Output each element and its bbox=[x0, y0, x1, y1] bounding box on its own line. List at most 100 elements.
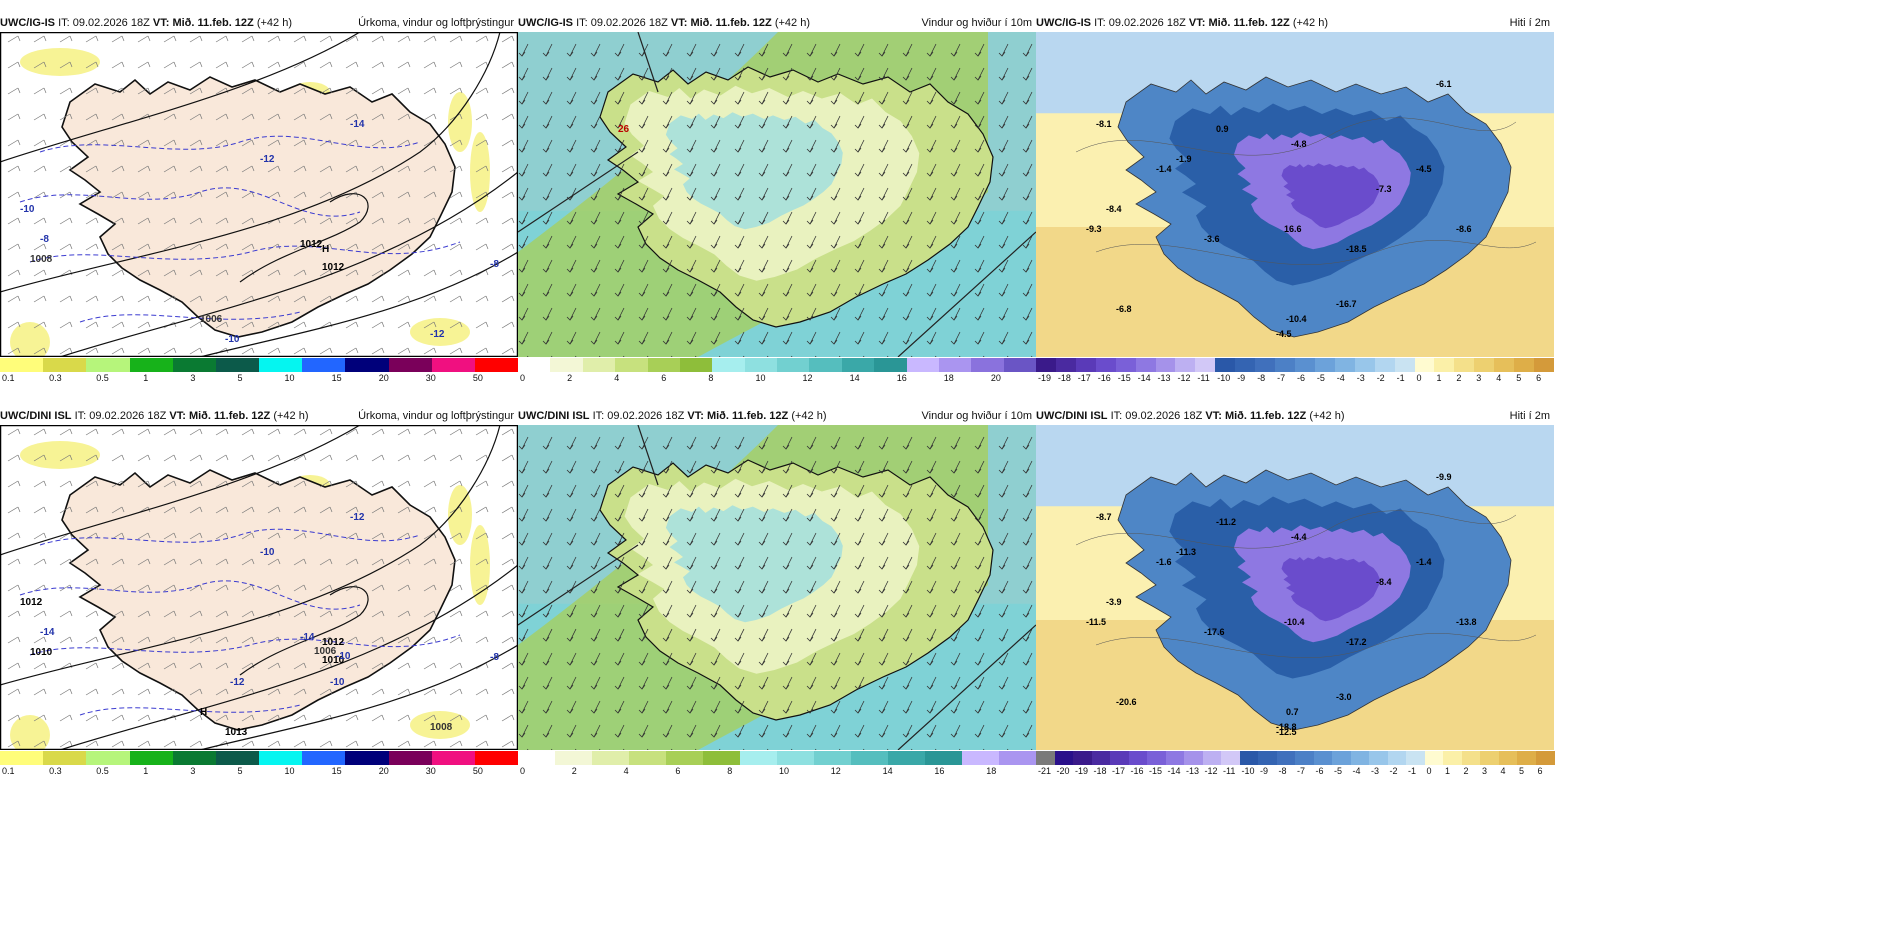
map-panel-3: UWC/IG-IS IT: 09.02.2026 18Z VT: Mið. 11… bbox=[1036, 14, 1555, 394]
map-value-label: -1.9 bbox=[1176, 154, 1192, 164]
colorbar bbox=[1036, 358, 1555, 372]
panel-title: Hiti í 2m bbox=[1509, 410, 1550, 422]
colorbar-tick-label: -14 bbox=[1167, 766, 1181, 776]
colorbar-swatch bbox=[474, 751, 519, 765]
colorbar-tick-label: 6 bbox=[1536, 373, 1542, 383]
map-value-label: -3.0 bbox=[1336, 692, 1352, 702]
colorbar-swatch bbox=[582, 358, 616, 372]
colorbar-tick-label: 3 bbox=[1482, 766, 1488, 776]
colorbar-tick-label: -11 bbox=[1197, 373, 1210, 383]
colorbar-swatch bbox=[1175, 358, 1196, 372]
valid-time: Mið. 11.feb. 12Z bbox=[1208, 17, 1290, 29]
colorbar-swatch bbox=[1202, 751, 1222, 765]
colorbar-swatch bbox=[938, 358, 972, 372]
colorbar-swatch bbox=[43, 358, 87, 372]
colorbar-tick-label: -3 bbox=[1356, 373, 1365, 383]
colorbar-swatch bbox=[809, 358, 843, 372]
colorbar-tick-label: -5 bbox=[1334, 766, 1343, 776]
map-value-label: -10 bbox=[336, 651, 351, 662]
map-value-label: 1012 bbox=[300, 239, 323, 250]
colorbar-swatch bbox=[1424, 751, 1444, 765]
map-panel-5: UWC/DINI ISL IT: 09.02.2026 18Z VT: Mið.… bbox=[518, 407, 1037, 787]
colorbar-swatch bbox=[679, 358, 713, 372]
lead-time: (+42 h) bbox=[1309, 410, 1345, 422]
init-label: IT: bbox=[74, 410, 87, 422]
panel-run-info: UWC/IG-IS IT: 09.02.2026 18Z VT: Mið. 11… bbox=[1036, 14, 1328, 32]
colorbar-tick-label: -9 bbox=[1237, 373, 1246, 383]
panel-header: UWC/DINI ISL IT: 09.02.2026 18Z VT: Mið.… bbox=[1036, 407, 1554, 425]
init-label: IT: bbox=[58, 17, 70, 29]
map-value-label: 1012 bbox=[322, 262, 345, 273]
colorbar-tick-label: 0.3 bbox=[49, 766, 62, 776]
init-time: 09.02.2026 18Z bbox=[89, 410, 167, 422]
panel-run-info: UWC/DINI ISL IT: 09.02.2026 18Z VT: Mið.… bbox=[518, 407, 827, 425]
colorbar-tick-label: -8 bbox=[1278, 766, 1287, 776]
colorbar-tick-label: 3 bbox=[1476, 373, 1482, 383]
colorbar-swatch bbox=[1394, 358, 1416, 372]
map-value-label: -12 bbox=[430, 329, 445, 340]
valid-time: Mið. 11.feb. 12Z bbox=[1224, 410, 1307, 422]
map-value-label: -8.1 bbox=[1096, 119, 1112, 129]
colorbar-swatch bbox=[1115, 358, 1137, 372]
colorbar-tick-label: 1 bbox=[1436, 373, 1442, 383]
init-time: 09.02.2026 18Z bbox=[590, 17, 668, 29]
map-value-label: 1008 bbox=[30, 254, 53, 265]
colorbar-tick-label: 0.5 bbox=[96, 766, 109, 776]
colorbar-tick-label: 1 bbox=[143, 373, 149, 383]
colorbar-swatch bbox=[1514, 358, 1535, 372]
colorbar-swatch bbox=[172, 751, 217, 765]
colorbar-tick-label: -12 bbox=[1177, 373, 1191, 383]
colorbar-swatch bbox=[1534, 358, 1555, 372]
colorbar-tick-label: -14 bbox=[1137, 373, 1151, 383]
colorbar-tick-label: 1 bbox=[1445, 766, 1451, 776]
colorbar-swatch bbox=[744, 358, 778, 372]
map-value-label: -9.9 bbox=[1436, 472, 1452, 482]
colorbar-swatch bbox=[1275, 358, 1296, 372]
colorbar-tick-label: 10 bbox=[779, 766, 790, 776]
map-value-label: 16.6 bbox=[1284, 224, 1302, 234]
colorbar-tick-label: -13 bbox=[1157, 373, 1171, 383]
colorbar-swatch bbox=[215, 358, 260, 372]
colorbar-swatch bbox=[971, 358, 1005, 372]
init-label: IT: bbox=[576, 17, 588, 29]
colorbar-swatch bbox=[666, 751, 704, 765]
panel-title: Vindur og hviður í 10m bbox=[921, 17, 1032, 29]
colorbar-swatch bbox=[1135, 358, 1157, 372]
colorbar-swatch bbox=[1387, 751, 1407, 765]
panel-run-info: UWC/DINI ISL IT: 09.02.2026 18Z VT: Mið.… bbox=[1036, 407, 1345, 425]
panel-title: Vindur og hviður í 10m bbox=[921, 410, 1032, 422]
colorbar-tick-label: -12 bbox=[1204, 766, 1218, 776]
colorbar-tick-label: -7 bbox=[1277, 373, 1286, 383]
colorbar-tick-label: -17 bbox=[1077, 373, 1091, 383]
colorbar-swatch bbox=[129, 751, 174, 765]
map-value-label: 1006 bbox=[200, 314, 223, 325]
colorbar-tick-label: 0.5 bbox=[96, 373, 109, 383]
colorbar-swatch bbox=[1239, 751, 1259, 765]
lead-time: (+42 h) bbox=[791, 410, 827, 422]
map-value-label: 1010 bbox=[322, 655, 345, 666]
colorbar-tick-label: 1 bbox=[143, 766, 149, 776]
colorbar-swatch bbox=[550, 358, 584, 372]
colorbar bbox=[0, 751, 519, 765]
map-value-label: 1013 bbox=[225, 727, 248, 738]
colorbar-tick-label: -8 bbox=[1257, 373, 1266, 383]
colorbar-ticks: 0 2 4 6 8 10 12 14 16 18 20 bbox=[518, 373, 1036, 385]
colorbar-tick-label: 2 bbox=[567, 373, 573, 383]
forecast-map: 26 bbox=[518, 32, 1036, 357]
colorbar-swatch bbox=[129, 358, 174, 372]
map-value-label: -14 bbox=[300, 632, 315, 643]
valid-label: VT: bbox=[169, 410, 186, 422]
map-value-label: -6.1 bbox=[1436, 79, 1452, 89]
valid-label: VT: bbox=[1188, 17, 1206, 29]
colorbar-swatch bbox=[1332, 751, 1351, 765]
colorbar-swatch bbox=[1461, 751, 1481, 765]
colorbar-swatch bbox=[629, 751, 667, 765]
colorbar-tick-label: 8 bbox=[708, 373, 714, 383]
colorbar-tick-label: 0.1 bbox=[2, 373, 15, 383]
map-value-label: 0.9 bbox=[1216, 124, 1229, 134]
colorbar-swatch bbox=[1095, 358, 1117, 372]
colorbar-swatch bbox=[1091, 751, 1111, 765]
map-value-label: -9.3 bbox=[1086, 224, 1102, 234]
colorbar-swatch bbox=[302, 751, 346, 765]
valid-label: VT: bbox=[670, 17, 688, 29]
